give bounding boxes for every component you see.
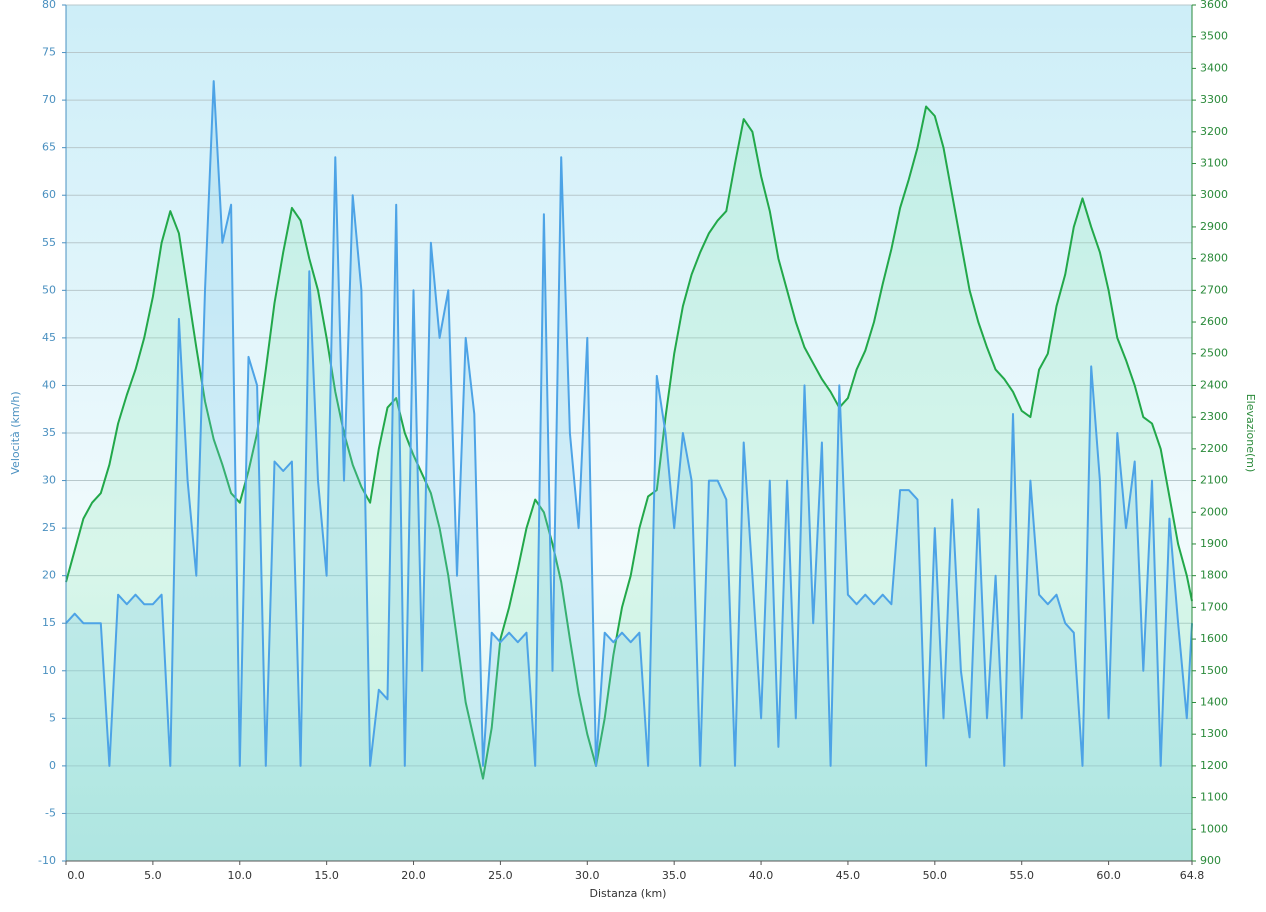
y2-tick-label: 1300 bbox=[1200, 727, 1228, 740]
y2-tick-label: 2000 bbox=[1200, 505, 1228, 518]
x-tick-label: 20.0 bbox=[401, 869, 426, 882]
y2-tick-label: 1100 bbox=[1200, 791, 1228, 804]
y-tick-label: -10 bbox=[38, 854, 56, 867]
y-tick-label: -5 bbox=[45, 806, 56, 819]
y2-tick-label: 1900 bbox=[1200, 537, 1228, 550]
y2-tick-label: 2200 bbox=[1200, 442, 1228, 455]
y-tick-label: 60 bbox=[42, 188, 56, 201]
x-tick-label: 55.0 bbox=[1009, 869, 1034, 882]
y2-tick-label: 2300 bbox=[1200, 410, 1228, 423]
x-tick-label: 60.0 bbox=[1096, 869, 1121, 882]
x-tick-label: 64.8 bbox=[1180, 869, 1205, 882]
line bbox=[65, 80, 1193, 767]
y-tick-label: 50 bbox=[42, 283, 56, 296]
area bbox=[66, 81, 1192, 862]
y-tick-label: 15 bbox=[42, 616, 56, 629]
y2-tick-label: 3200 bbox=[1200, 125, 1228, 138]
y-tick-label: 65 bbox=[42, 141, 56, 154]
y2-tick-label: 1800 bbox=[1200, 569, 1228, 582]
y2-tick-label: 3500 bbox=[1200, 30, 1228, 43]
y-tick-label: 80 bbox=[42, 0, 56, 11]
y2-tick-label: 2900 bbox=[1200, 220, 1228, 233]
y2-tick-label: 3000 bbox=[1200, 188, 1228, 201]
y2-tick-label: 1000 bbox=[1200, 822, 1228, 835]
y-tick-label: 5 bbox=[49, 711, 56, 724]
y2-tick-label: 1700 bbox=[1200, 600, 1228, 613]
y2-tick-label: 3400 bbox=[1200, 61, 1228, 74]
x-tick-label: 15.0 bbox=[314, 869, 339, 882]
line bbox=[65, 105, 1193, 780]
y2-tick-label: 2800 bbox=[1200, 252, 1228, 265]
y2-tick-label: 3300 bbox=[1200, 93, 1228, 106]
x-tick-label: 25.0 bbox=[488, 869, 513, 882]
x-tick-label: 40.0 bbox=[749, 869, 774, 882]
y-tick-label: 75 bbox=[42, 46, 56, 59]
y2-tick-label: 1400 bbox=[1200, 695, 1228, 708]
x-tick-label: 0.0 bbox=[67, 869, 85, 882]
y-tick-label: 35 bbox=[42, 426, 56, 439]
x-tick-label: 50.0 bbox=[923, 869, 948, 882]
x-tick-label: 5.0 bbox=[144, 869, 162, 882]
y-tick-label: 45 bbox=[42, 331, 56, 344]
y-tick-label: 10 bbox=[42, 664, 56, 677]
x-tick-label: 10.0 bbox=[228, 869, 253, 882]
y2-tick-label: 2100 bbox=[1200, 474, 1228, 487]
y-tick-label: 0 bbox=[49, 759, 56, 772]
area bbox=[66, 106, 1192, 861]
x-tick-label: 30.0 bbox=[575, 869, 600, 882]
y2-tick-label: 2500 bbox=[1200, 347, 1228, 360]
y2-tick-label: 2600 bbox=[1200, 315, 1228, 328]
y-tick-label: 70 bbox=[42, 93, 56, 106]
y2-tick-label: 900 bbox=[1200, 854, 1221, 867]
y-tick-label: 20 bbox=[42, 569, 56, 582]
y2-tick-label: 3100 bbox=[1200, 157, 1228, 170]
x-axis-title: Distanza (km) bbox=[590, 887, 667, 900]
y2-tick-label: 1500 bbox=[1200, 664, 1228, 677]
y2-tick-label: 1200 bbox=[1200, 759, 1228, 772]
y2-tick-label: 1600 bbox=[1200, 632, 1228, 645]
y-tick-label: 55 bbox=[42, 236, 56, 249]
y-tick-label: 40 bbox=[42, 378, 56, 391]
y2-axis-title: Elevazione(m) bbox=[1244, 394, 1257, 473]
x-tick-label: 35.0 bbox=[662, 869, 687, 882]
x-tick-label: 45.0 bbox=[836, 869, 861, 882]
y-tick-label: 30 bbox=[42, 474, 56, 487]
y2-tick-label: 3600 bbox=[1200, 0, 1228, 11]
y-axis-title: Velocità (km/h) bbox=[9, 391, 22, 474]
y2-tick-label: 2400 bbox=[1200, 378, 1228, 391]
y2-tick-label: 2700 bbox=[1200, 283, 1228, 296]
y-tick-label: 25 bbox=[42, 521, 56, 534]
